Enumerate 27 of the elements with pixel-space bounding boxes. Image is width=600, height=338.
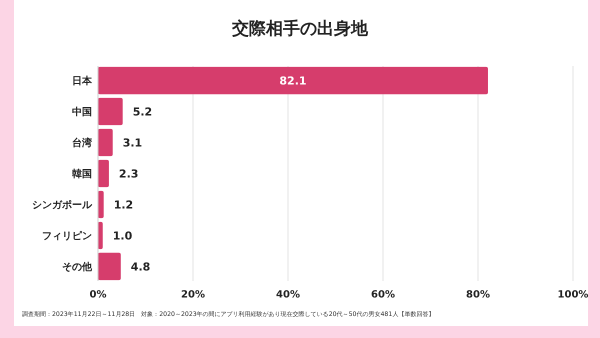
y-tick-label: フィリピン [42, 230, 92, 242]
chart-title: 交際相手の出身地 [231, 19, 369, 39]
data-label: 82.1 [279, 74, 307, 88]
x-tick-label: 80% [466, 290, 490, 300]
x-tick-label: 60% [371, 290, 395, 300]
y-tick-label: 中国 [72, 106, 92, 118]
data-label: 1.2 [114, 198, 134, 212]
x-tick-label: 100% [558, 290, 588, 300]
bar [98, 66, 488, 94]
bar [98, 222, 103, 250]
data-label: 2.3 [118, 167, 138, 180]
data-label: 4.8 [130, 260, 150, 274]
bar [98, 160, 109, 188]
bar [98, 252, 121, 280]
data-label: 3.1 [122, 136, 142, 150]
data-label: 1.0 [112, 229, 133, 242]
y-tick-label: その他 [62, 260, 93, 273]
y-tick-label: 日本 [72, 75, 93, 88]
bar [98, 98, 123, 126]
y-tick-label: シンガポール [32, 200, 93, 211]
x-tick-label: 20% [181, 290, 205, 300]
x-tick-label: 40% [276, 290, 300, 300]
data-label: 5.2 [132, 105, 152, 118]
x-tick-label: 0% [90, 290, 106, 300]
bar [98, 128, 113, 156]
y-tick-label: 台湾 [72, 137, 93, 150]
y-tick-label: 韓国 [72, 168, 92, 180]
